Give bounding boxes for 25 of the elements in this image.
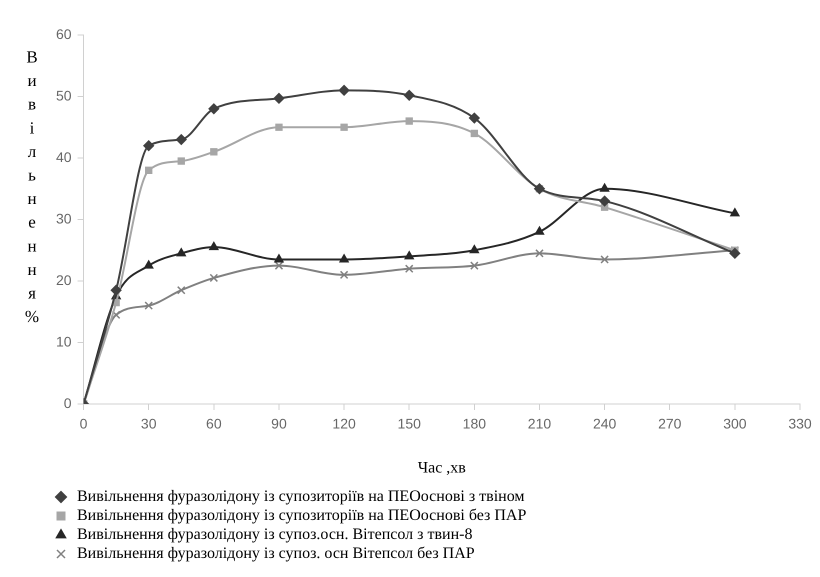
x-tick-label: 300 (723, 415, 747, 432)
y-tick-label: 50 (56, 87, 72, 104)
x-tick-label: 30 (140, 415, 157, 432)
y-tick-label: 0 (64, 394, 72, 411)
y-tick-label: 30 (56, 210, 72, 226)
x-axis-title: Час ,хв (418, 460, 466, 477)
text: Вивільнення % (24, 47, 40, 326)
x-tick-label: 210 (528, 415, 552, 432)
legend-label: Вивільнення фуразолідону із супозиторіїв на ПЕОоснові без ПАР (77, 507, 526, 524)
y-tick-label: 40 (56, 148, 72, 165)
x-tick-label: 180 (462, 415, 486, 432)
y-tick-label: 10 (56, 333, 72, 350)
x-tick-label: 0 (80, 415, 88, 432)
x-tick-label: 240 (592, 415, 617, 432)
legend-label: Вивільнення фуразолідону із супоз. осн Вітепсол без ПАР (77, 545, 475, 562)
legend-label: Вивільнення фуразолідону із супоз.осн. Вітепсол з твин-8 (77, 526, 472, 544)
legend-label: Вивільнення фуразолідону із супозиторіїв на ПЕОоснові з твіном (77, 488, 525, 506)
y-tick-label: 60 (56, 26, 72, 42)
x-tick-label: 330 (788, 415, 812, 432)
x-tick-label: 270 (658, 415, 682, 432)
x-tick-label: 120 (332, 415, 356, 432)
x-tick-label: 150 (398, 415, 422, 432)
x-tick-label: 90 (271, 415, 287, 432)
x-tick-label: 60 (206, 415, 222, 432)
y-tick-label: 20 (56, 272, 72, 288)
